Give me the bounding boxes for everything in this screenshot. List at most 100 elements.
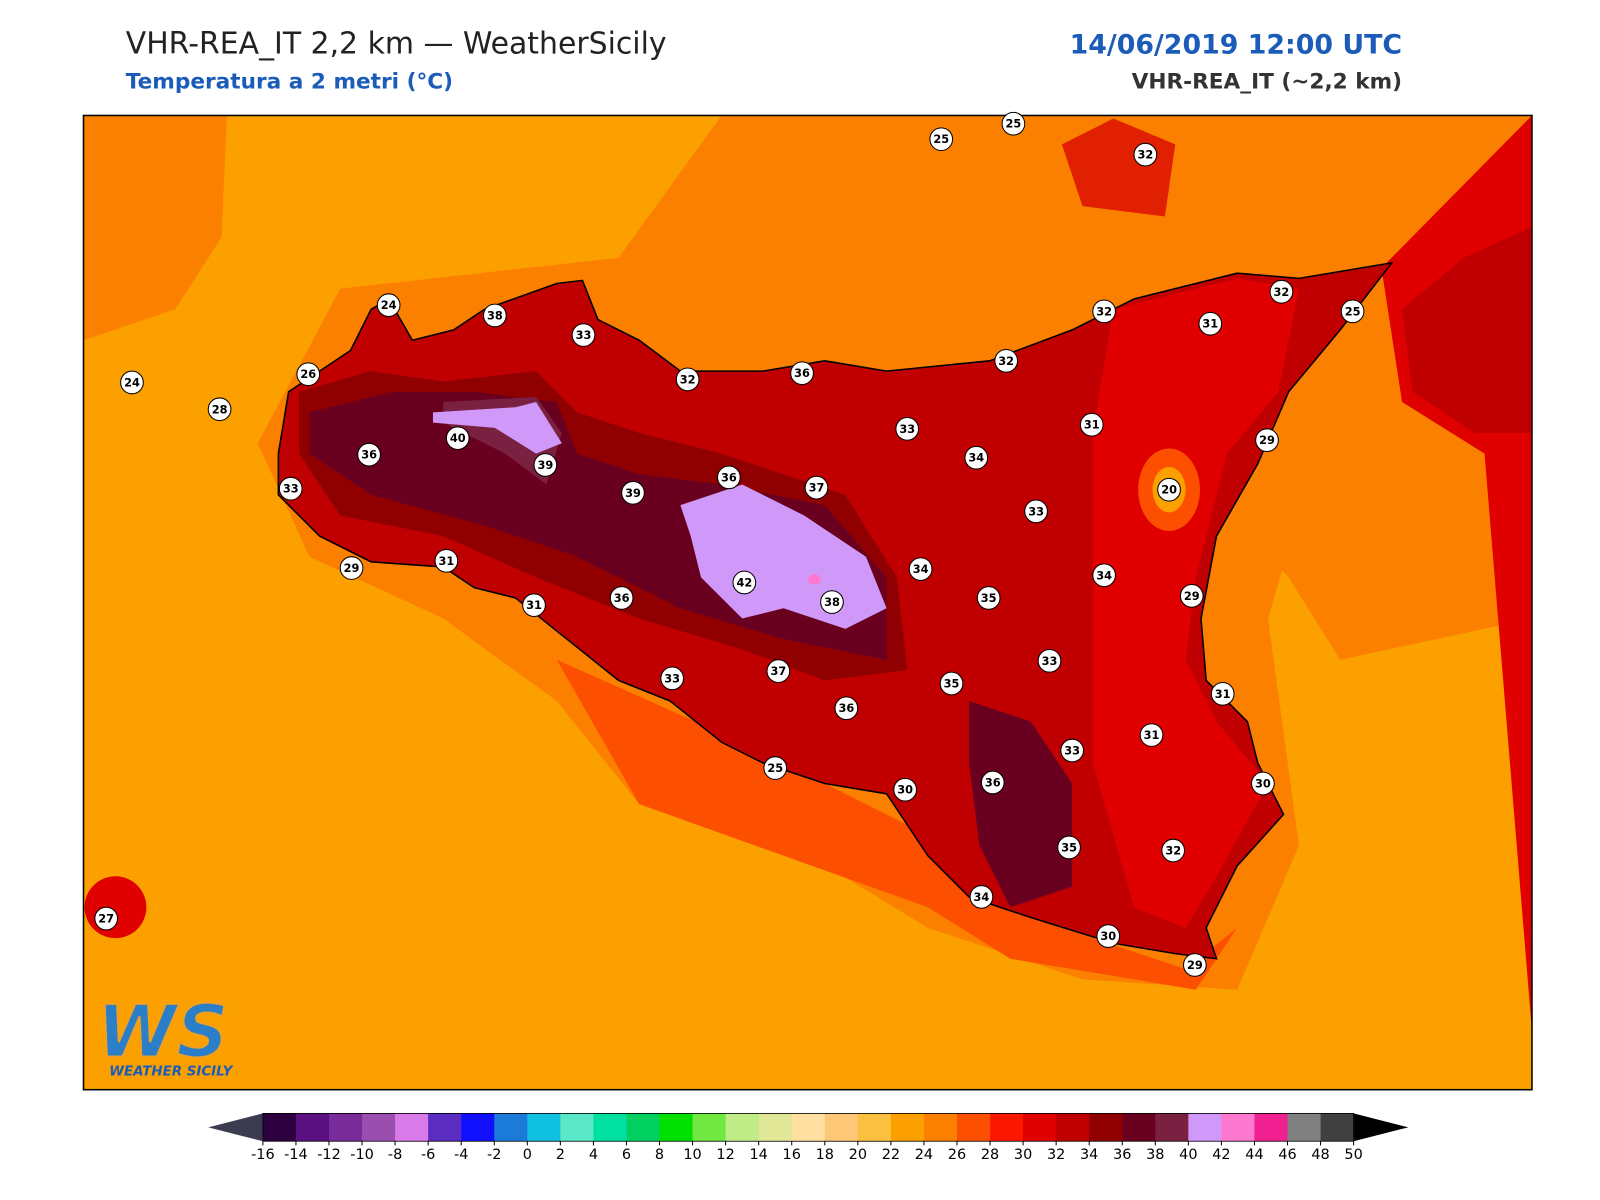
colorbar-under bbox=[208, 1113, 263, 1142]
colorbar-tick-label: 8 bbox=[655, 1147, 664, 1163]
station-marker bbox=[804, 475, 829, 500]
station-marker bbox=[1340, 299, 1365, 324]
station: 33 bbox=[571, 323, 596, 347]
station-marker bbox=[1024, 499, 1048, 524]
colorbar-tick-label: 0 bbox=[523, 1147, 532, 1163]
colorbar-over bbox=[1353, 1113, 1409, 1142]
station-marker bbox=[1133, 142, 1158, 167]
colorbar-tick-label: 32 bbox=[1047, 1147, 1065, 1163]
station-value: 35 bbox=[981, 591, 997, 605]
station: 33 bbox=[895, 417, 920, 441]
station-marker bbox=[278, 476, 303, 501]
colorbar-bin bbox=[824, 1113, 859, 1142]
station: 29 bbox=[1255, 428, 1279, 453]
station-value: 37 bbox=[809, 481, 825, 495]
colorbar-tick-label: -14 bbox=[284, 1147, 308, 1163]
station-marker bbox=[339, 556, 364, 580]
station: 32 bbox=[675, 367, 700, 392]
subtitle: Temperatura a 2 metri (°C) bbox=[126, 70, 453, 95]
station-marker bbox=[717, 465, 741, 490]
station: 27 bbox=[94, 906, 119, 931]
station-marker bbox=[1251, 771, 1275, 796]
colorbar-bin bbox=[990, 1113, 1024, 1142]
colorbar-tick-label: 6 bbox=[622, 1147, 631, 1163]
station-value: 39 bbox=[537, 458, 553, 472]
station-value: 29 bbox=[344, 561, 360, 575]
station-marker bbox=[120, 370, 144, 395]
station-marker bbox=[376, 293, 401, 318]
station-value: 31 bbox=[526, 598, 542, 612]
station-value: 36 bbox=[794, 366, 810, 380]
colorbar-bin bbox=[1056, 1113, 1090, 1142]
station-value: 20 bbox=[1161, 483, 1177, 497]
colorbar-bin bbox=[1122, 1113, 1156, 1142]
station: 33 bbox=[1024, 499, 1048, 524]
colorbar-tick-label: 30 bbox=[1014, 1147, 1032, 1163]
station-value: 33 bbox=[1042, 654, 1058, 668]
station: 36 bbox=[609, 586, 634, 610]
station: 24 bbox=[120, 370, 144, 395]
station-value: 30 bbox=[897, 783, 913, 797]
colorbar-bin bbox=[560, 1113, 594, 1142]
colorbar-bin bbox=[725, 1113, 760, 1142]
colorbar-tick-label: 42 bbox=[1212, 1147, 1230, 1163]
station-value: 34 bbox=[974, 890, 990, 904]
station-marker bbox=[1182, 953, 1207, 977]
station-value: 35 bbox=[944, 677, 960, 691]
station-marker bbox=[675, 367, 700, 392]
colorbar-bin bbox=[1287, 1113, 1322, 1142]
station-value: 25 bbox=[933, 132, 949, 146]
colorbar-tick-label: 48 bbox=[1311, 1147, 1329, 1163]
station: 32 bbox=[994, 348, 1019, 373]
station: 29 bbox=[1179, 584, 1204, 608]
station-marker bbox=[609, 586, 634, 610]
colorbar-tick-label: 22 bbox=[882, 1147, 900, 1163]
colorbar-frame bbox=[262, 1112, 1355, 1142]
station-value: 29 bbox=[1259, 433, 1275, 447]
colorbar-bin bbox=[857, 1113, 892, 1142]
station-marker bbox=[94, 906, 119, 931]
station: 30 bbox=[893, 777, 918, 802]
station-marker bbox=[1001, 111, 1026, 136]
station-value: 34 bbox=[913, 562, 929, 576]
station-value: 29 bbox=[1184, 589, 1200, 603]
station: 34 bbox=[1092, 563, 1116, 588]
station-value: 27 bbox=[98, 912, 114, 926]
station: 31 bbox=[1210, 681, 1235, 706]
station: 31 bbox=[434, 548, 459, 573]
colorbar-bin bbox=[890, 1113, 925, 1142]
station-value: 35 bbox=[1061, 840, 1077, 854]
station-marker bbox=[1198, 311, 1223, 336]
colorbar-tick-label: -10 bbox=[350, 1147, 374, 1163]
station: 33 bbox=[1060, 738, 1085, 763]
station-value: 33 bbox=[1064, 744, 1080, 758]
colorbar-bin bbox=[1221, 1113, 1255, 1142]
station: 37 bbox=[766, 659, 791, 683]
stations: 25 25 32 24 38 33 32 25 32 31 26 24 28 32 36 32 40 36 39 33… bbox=[94, 111, 1365, 977]
station-value: 26 bbox=[300, 367, 316, 381]
station-value: 36 bbox=[985, 775, 1001, 789]
logo-mark: WS bbox=[97, 991, 229, 1075]
colorbar-tick-label: 28 bbox=[981, 1147, 999, 1163]
station: 32 bbox=[1269, 279, 1294, 304]
station: 38 bbox=[820, 590, 844, 614]
station-value: 25 bbox=[1006, 117, 1022, 131]
station-marker bbox=[939, 671, 964, 696]
station-value: 37 bbox=[770, 664, 786, 678]
station-marker bbox=[895, 417, 920, 441]
colorbar-tick-label: 12 bbox=[716, 1147, 734, 1163]
station-value: 33 bbox=[576, 328, 592, 342]
station-marker bbox=[1092, 563, 1116, 588]
station: 34 bbox=[964, 445, 989, 470]
station-marker bbox=[357, 442, 381, 467]
station: 30 bbox=[1251, 771, 1275, 796]
station: 20 bbox=[1157, 477, 1181, 502]
logo: WS WEATHER SICILY bbox=[96, 990, 234, 1080]
colorbar-tick-label: -8 bbox=[388, 1147, 402, 1163]
station: 34 bbox=[969, 885, 994, 909]
title: VHR-REA_IT 2,2 km — WeatherSicily bbox=[126, 27, 667, 62]
station: 29 bbox=[339, 556, 364, 580]
station: 36 bbox=[717, 465, 741, 490]
station-marker bbox=[790, 361, 814, 386]
colorbar-tick-label: 4 bbox=[589, 1147, 598, 1163]
